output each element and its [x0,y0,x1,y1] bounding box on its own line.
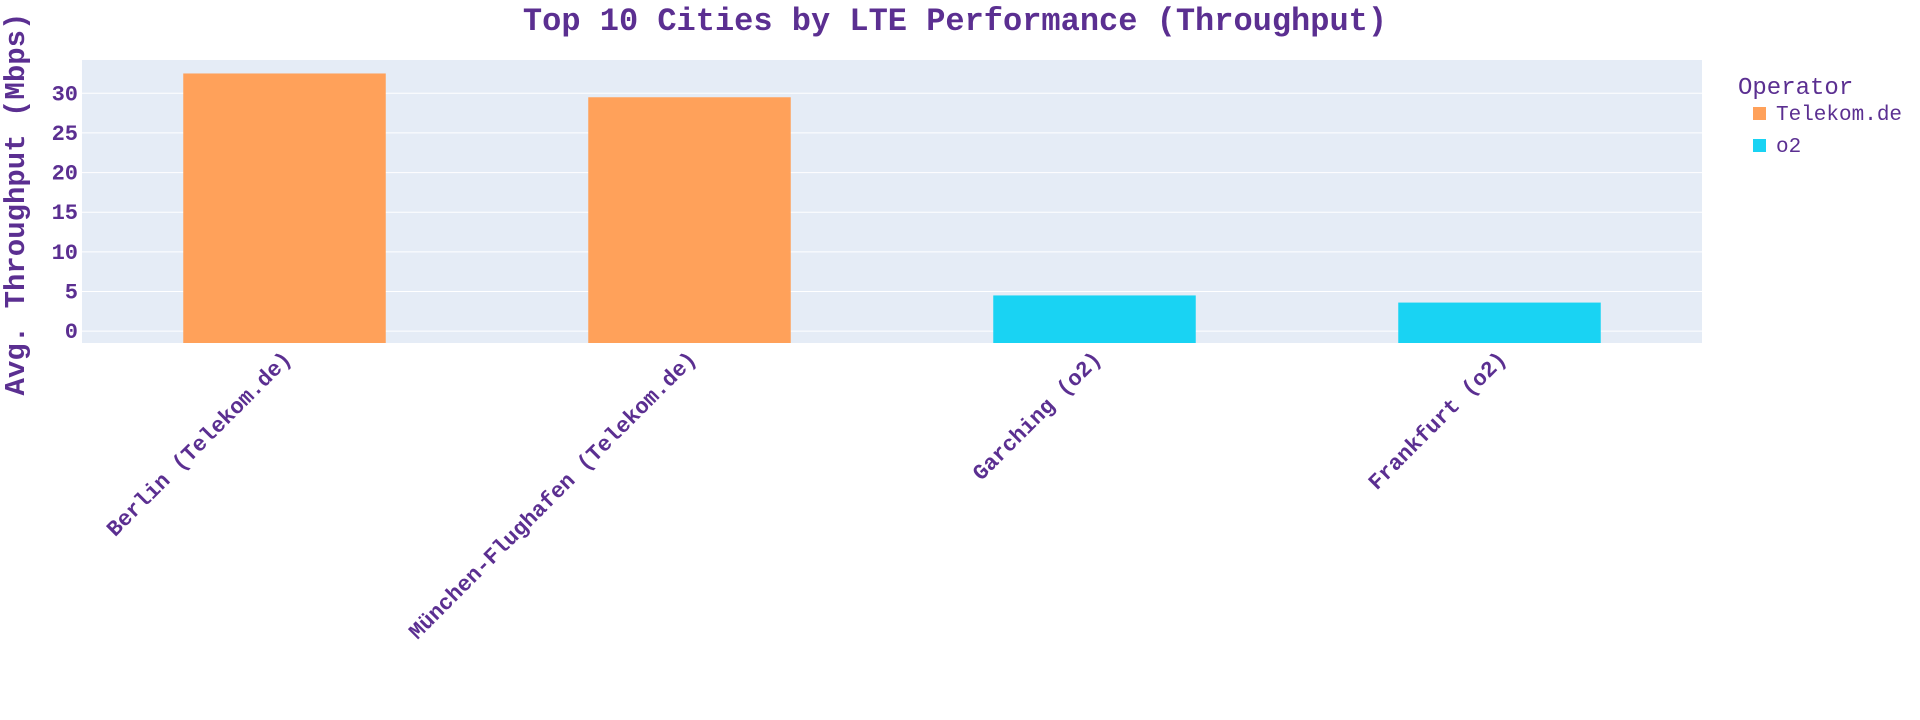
y-tick-label: 20 [52,162,78,187]
y-axis-ticks: 0 5 10 15 20 25 30 [52,82,78,345]
legend-label: o2 [1776,136,1801,159]
bar [588,97,791,343]
legend-label: Telekom.de [1776,104,1902,127]
y-tick-label: 0 [65,320,78,345]
y-axis-title: Avg. Throughput (Mbps) [0,13,33,396]
bars [183,73,1601,343]
y-tick-label: 10 [52,241,78,266]
bar [993,295,1196,343]
y-tick-label: 25 [52,122,78,147]
legend: Operator Telekom.de o2 [1738,75,1902,159]
x-tick-label: Berlin (Telekom.de) [102,347,297,542]
x-axis-ticks: Berlin (Telekom.de) München-Flughafen (Te… [102,347,1512,645]
x-tick-label: München-Flughafen (Telekom.de) [405,347,703,645]
legend-swatch [1753,107,1766,120]
y-tick-label: 30 [52,82,78,107]
legend-title: Operator [1738,75,1853,102]
x-tick-label: Frankfurt (o2) [1364,347,1512,495]
bar [183,73,386,343]
x-tick-label: Garching (o2) [968,347,1107,486]
legend-swatch [1753,139,1766,152]
bar [1398,302,1601,343]
y-tick-label: 15 [52,201,78,226]
y-tick-label: 5 [65,280,78,305]
chart-title: Top 10 Cities by LTE Performance (Throug… [523,3,1387,40]
